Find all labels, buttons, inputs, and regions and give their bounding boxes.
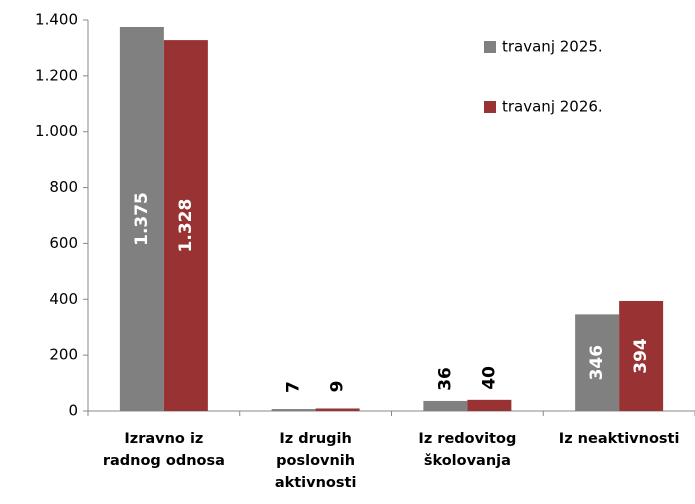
bar	[619, 300, 664, 411]
bar	[467, 399, 512, 411]
x-tick-label: Izravno iz radnog odnosa	[103, 431, 225, 469]
data-label: 346	[587, 345, 607, 381]
x-tick-label-line: Iz drugih	[279, 431, 351, 447]
legend-label: travanj 2025.	[502, 38, 603, 56]
x-tick-label-line: Iz neaktivnosti	[559, 431, 680, 447]
x-tick-label-line: Iz redovitog	[418, 431, 516, 447]
y-tick-label: 1.200	[35, 66, 78, 84]
bar	[423, 400, 468, 411]
y-tick-label: 200	[49, 346, 78, 364]
y-tick-label: 1.400	[35, 11, 78, 29]
bar	[575, 314, 620, 411]
x-tick-label: Iz neaktivnosti	[559, 431, 680, 447]
y-tick-label: 800	[49, 178, 78, 196]
legend-label: travanj 2026.	[502, 98, 603, 116]
data-label: 40	[479, 366, 499, 390]
y-tick-label: 400	[49, 290, 78, 308]
legend-swatch	[484, 101, 496, 113]
data-label: 1.328	[176, 199, 196, 253]
data-label: 9	[328, 381, 348, 393]
bar	[271, 409, 316, 411]
x-tick-label: Iz drugih poslovnih aktivnosti	[275, 431, 357, 491]
data-label: 7	[284, 381, 304, 393]
x-tick-label-line: poslovnih	[276, 453, 355, 469]
data-label: 36	[435, 367, 455, 391]
x-tick-label-line: školovanja	[424, 453, 511, 469]
y-tick-label: 1.000	[35, 122, 78, 140]
legend-swatch	[484, 41, 496, 53]
data-label: 394	[631, 338, 651, 374]
x-tick-label-line: aktivnosti	[275, 475, 357, 491]
x-tick-label-line: radnog odnosa	[103, 453, 225, 469]
bar	[163, 40, 208, 411]
bar	[119, 26, 164, 411]
y-tick-label: 600	[49, 234, 78, 252]
x-tick-label-line: Izravno iz	[124, 431, 203, 447]
x-tick-label: Iz redovitog školovanja	[418, 431, 516, 469]
data-label: 1.375	[132, 192, 152, 246]
y-tick-label: 0	[68, 402, 78, 420]
bar	[315, 408, 360, 411]
